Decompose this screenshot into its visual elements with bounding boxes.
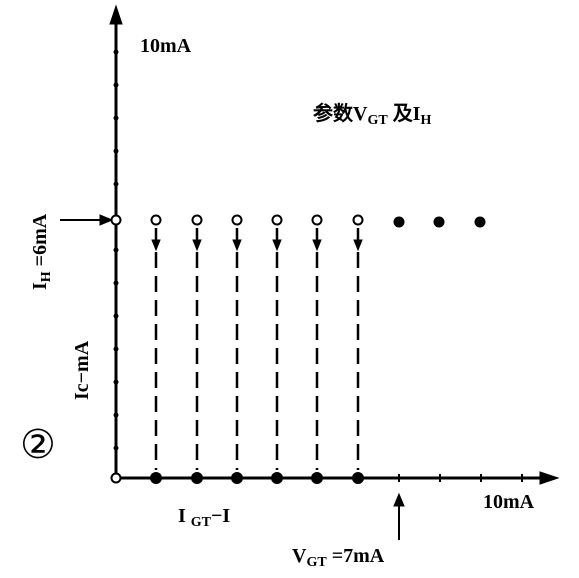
down-arrow [312, 239, 322, 252]
axis-dot [113, 82, 119, 88]
text-part: =7mA [327, 545, 385, 567]
y-axis-end-label: 10mA [140, 35, 192, 57]
subscript: GT [191, 515, 212, 530]
x-axis-label: I GT−I [178, 505, 230, 530]
base-point [271, 472, 283, 484]
filled-point [474, 216, 486, 228]
text-part: I [178, 505, 191, 527]
axis-dot [113, 412, 119, 418]
text-part: 参数V [313, 101, 368, 125]
base-point [311, 472, 323, 484]
base-point [231, 472, 243, 484]
base-point [191, 472, 203, 484]
open-point [311, 214, 323, 226]
filled-point [433, 216, 445, 228]
axis-dot [113, 115, 119, 121]
parameter-note: 参数VGT 及IH [313, 101, 431, 128]
subscript: GT [367, 113, 388, 128]
open-point [191, 214, 203, 226]
open-point [352, 214, 364, 226]
axis-dot [113, 313, 119, 319]
open-point [150, 214, 162, 226]
trigger-arrowhead [393, 492, 405, 507]
open-point [231, 214, 243, 226]
open-point [271, 214, 283, 226]
holding-current-arrowhead [99, 214, 114, 226]
axis-dot [113, 346, 119, 352]
text-part: =6mA [29, 213, 51, 271]
down-arrow [232, 239, 242, 252]
y-axis-arrow [109, 4, 123, 25]
base-point [110, 472, 122, 484]
open-point [110, 214, 122, 226]
axis-dot [113, 247, 119, 253]
base-point [352, 472, 364, 484]
axis-dot [113, 280, 119, 286]
holding-current-label: IH =6mA [29, 213, 54, 290]
text-part: −I [211, 505, 230, 527]
marks [110, 49, 523, 484]
down-arrow [272, 239, 282, 252]
filled-point [393, 216, 405, 228]
axis-dot [113, 445, 119, 451]
axis-dot [113, 49, 119, 55]
text-part: V [292, 545, 307, 567]
trigger-voltage-label: VGT =7mA [292, 545, 385, 570]
axis-dot [113, 148, 119, 154]
x-axis-arrow [539, 471, 560, 485]
text-part: 及I [388, 103, 421, 125]
text-part: I [29, 282, 51, 290]
subscript: GT [306, 555, 327, 570]
subscript: H [420, 113, 431, 128]
x-axis-end-label: 10mA [483, 491, 535, 513]
base-point [150, 472, 162, 484]
figure-number: ② [20, 422, 56, 467]
axis-dot [113, 181, 119, 187]
y-axis-label: Ic−mA [71, 340, 93, 400]
down-arrow [192, 239, 202, 252]
down-arrow [151, 239, 161, 252]
axis-dot [113, 379, 119, 385]
subscript: H [39, 271, 54, 282]
down-arrow [353, 239, 363, 252]
